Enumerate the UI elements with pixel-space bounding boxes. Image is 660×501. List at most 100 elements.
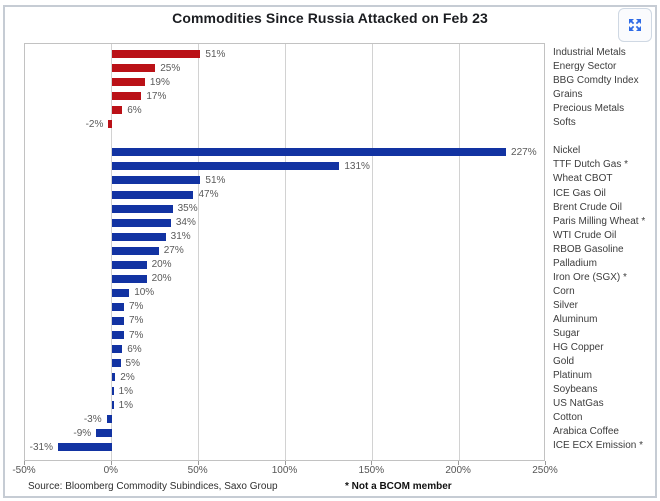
category-label: Softs — [553, 117, 576, 129]
bar — [111, 288, 130, 297]
category-label: Sugar — [553, 328, 580, 339]
category-label: Precious Metals — [553, 103, 625, 115]
bar — [106, 415, 112, 424]
category-label: Brent Crude Oil — [553, 201, 622, 213]
category-label: Paris Milling Wheat * — [553, 215, 646, 227]
x-axis-tick — [197, 461, 199, 465]
bar-value-label: 5% — [125, 357, 140, 369]
bar — [111, 401, 114, 410]
category-label: Wheat CBOT — [553, 173, 613, 185]
expand-arrows-icon — [626, 16, 644, 34]
x-axis-tick — [110, 461, 112, 465]
category-label: WTI Crude Oil — [553, 229, 617, 241]
bar — [111, 373, 116, 382]
bar — [111, 316, 124, 325]
x-axis-tick-label: 250% — [532, 465, 558, 476]
bar-value-label: 1% — [118, 399, 134, 411]
bar-value-label: -2% — [85, 118, 104, 130]
bar — [111, 260, 147, 269]
source-note: Source: Bloomberg Commodity Subindices, … — [28, 481, 278, 492]
x-axis-tick — [545, 461, 546, 465]
category-label: Nickel — [553, 145, 581, 157]
bar-value-label: 31% — [170, 231, 191, 243]
category-label: TTF Dutch Gas * — [553, 159, 629, 171]
x-grid-line — [371, 44, 373, 460]
bar-value-label: -9% — [73, 427, 92, 439]
bar-value-label: -31% — [29, 441, 53, 453]
bar — [111, 274, 147, 283]
bar-value-label: 51% — [205, 48, 226, 60]
bar — [111, 246, 159, 255]
category-label: Iron Ore (SGX) * — [553, 271, 627, 283]
x-grid-line — [285, 44, 286, 460]
x-axis-tick-label: 50% — [187, 465, 208, 476]
bar-value-label: 25% — [160, 62, 181, 74]
bar-value-label: 7% — [128, 315, 144, 327]
x-axis-tick-label: 200% — [445, 465, 471, 476]
category-label: HG Copper — [553, 342, 604, 354]
category-label: Palladium — [553, 257, 597, 269]
category-label: Platinum — [553, 370, 592, 382]
bar-value-label: 6% — [127, 343, 142, 355]
bar-value-label: 2% — [120, 371, 135, 383]
bar-value-label: 34% — [175, 217, 196, 229]
bar — [111, 106, 123, 115]
category-label: RBOB Gasoline — [553, 243, 624, 255]
x-axis-tick-label: 0% — [103, 465, 119, 476]
bar — [111, 331, 124, 339]
bar-value-label: 10% — [134, 287, 155, 299]
bar — [111, 302, 124, 311]
bar-value-label: 47% — [198, 189, 219, 200]
bar — [111, 204, 173, 213]
category-label: ICE ECX Emission * — [553, 440, 644, 452]
category-label: Soybeans — [553, 384, 598, 396]
bar-value-label: 1% — [118, 385, 134, 397]
category-label: Silver — [553, 299, 579, 311]
bar-value-label: 20% — [151, 259, 172, 271]
x-axis-tick — [24, 461, 25, 465]
bar — [96, 429, 112, 438]
bar — [111, 345, 123, 354]
bar-value-label: 7% — [128, 301, 144, 313]
bar — [111, 50, 201, 58]
category-label: Grains — [553, 89, 583, 101]
bar-value-label: 35% — [177, 203, 198, 215]
bar-value-label: 27% — [163, 245, 184, 257]
chart-title: Commodities Since Russia Attacked on Feb… — [172, 10, 488, 26]
bar — [111, 176, 201, 185]
bar — [108, 120, 112, 129]
bar-value-label: 17% — [146, 90, 167, 102]
x-axis-tick-label: 150% — [358, 465, 385, 476]
bar — [111, 232, 166, 241]
x-axis-tick — [284, 461, 286, 465]
bar-value-label: 227% — [511, 146, 537, 158]
x-axis-tick — [458, 461, 460, 465]
expand-button[interactable] — [618, 8, 652, 42]
category-label: Corn — [553, 285, 575, 297]
category-label: Gold — [553, 356, 575, 368]
bar — [111, 78, 145, 87]
category-label: Industrial Metals — [553, 47, 626, 58]
category-label: BBG Comdty Index — [553, 75, 639, 87]
category-label: ICE Gas Oil — [553, 187, 606, 199]
x-axis-tick — [371, 461, 373, 465]
bar-value-label: 6% — [127, 104, 142, 116]
bar — [111, 64, 156, 73]
x-grid-line — [198, 44, 200, 460]
bar-value-label: 51% — [205, 174, 226, 186]
x-axis-tick-label: -50% — [12, 465, 36, 476]
x-axis-tick-label: 100% — [271, 465, 298, 476]
plot-area: 51% 25% 19% 17% 6% -2% 227% 131% 51% 47% 35% 34% 31%… — [24, 43, 545, 461]
bar — [111, 218, 171, 227]
bar-value-label: 7% — [128, 329, 144, 341]
bar-value-label: 19% — [149, 76, 170, 88]
category-label: Cotton — [553, 412, 583, 424]
bar — [111, 92, 142, 101]
category-label: Arabica Coffee — [553, 426, 619, 438]
category-label: Energy Sector — [553, 61, 617, 73]
bar-value-label: 131% — [344, 160, 370, 172]
bar — [111, 359, 121, 368]
bcom-footnote: * Not a BCOM member — [345, 481, 452, 492]
x-grid-line — [458, 44, 460, 460]
